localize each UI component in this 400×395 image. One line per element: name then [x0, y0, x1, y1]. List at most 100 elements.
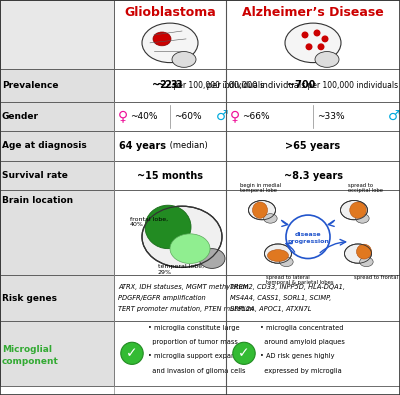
Bar — [226, 131, 400, 161]
Ellipse shape — [252, 202, 268, 218]
Bar — [114, 0, 226, 69]
Text: ♂: ♂ — [388, 109, 400, 123]
Text: begin in medial: begin in medial — [240, 183, 281, 188]
Bar — [114, 190, 226, 275]
Text: ~60%: ~60% — [174, 112, 202, 121]
Ellipse shape — [142, 23, 198, 62]
Ellipse shape — [340, 201, 368, 220]
Text: temporal lobe,: temporal lobe, — [158, 264, 204, 269]
Text: Glioblastoma: Glioblastoma — [124, 6, 216, 19]
Text: TERT promoter mutation, PTEN mutation: TERT promoter mutation, PTEN mutation — [118, 307, 254, 312]
Ellipse shape — [172, 52, 196, 68]
Text: ~2-3: ~2-3 — [152, 80, 178, 90]
Ellipse shape — [344, 244, 372, 263]
Bar — [114, 321, 226, 386]
Text: Risk genes: Risk genes — [2, 293, 57, 303]
Text: >65 years: >65 years — [286, 141, 340, 151]
Ellipse shape — [145, 205, 191, 248]
Text: spread to: spread to — [348, 183, 373, 188]
Text: 40%: 40% — [130, 222, 144, 228]
Text: temporal lobe: temporal lobe — [240, 188, 277, 193]
Bar — [226, 275, 400, 321]
Text: • microglia constitute large: • microglia constitute large — [148, 325, 240, 331]
Text: progression: progression — [287, 239, 329, 244]
Text: Gender: Gender — [2, 112, 39, 121]
Circle shape — [121, 342, 143, 364]
Text: per 100,000 individuals: per 100,000 individuals — [306, 81, 398, 90]
Text: expressed by microglia: expressed by microglia — [260, 368, 342, 374]
Text: temporal & parietal lobes: temporal & parietal lobes — [266, 280, 334, 285]
Ellipse shape — [264, 214, 277, 223]
Text: component: component — [2, 357, 59, 366]
Circle shape — [322, 36, 328, 42]
Bar — [0, 321, 114, 386]
Text: per 100,000 individuals: per 100,000 individuals — [204, 81, 306, 90]
Circle shape — [233, 342, 255, 364]
Text: Prevalence: Prevalence — [2, 81, 58, 90]
Bar — [0, 69, 114, 102]
Text: ♂: ♂ — [216, 109, 228, 123]
Text: proportion of tumor mass: proportion of tumor mass — [148, 339, 238, 345]
Text: ✓: ✓ — [126, 346, 138, 360]
Text: spread to lateral: spread to lateral — [266, 275, 310, 280]
Ellipse shape — [248, 201, 276, 220]
Ellipse shape — [199, 248, 225, 268]
Text: Age at diagnosis: Age at diagnosis — [2, 141, 87, 150]
Bar — [114, 275, 226, 321]
Text: ~15 months: ~15 months — [137, 171, 203, 181]
Text: ~700: ~700 — [287, 80, 315, 90]
Text: PDGFR/EGFR amplification: PDGFR/EGFR amplification — [118, 295, 206, 301]
Text: (median): (median) — [167, 141, 208, 150]
Text: Brain location: Brain location — [2, 196, 73, 205]
Bar — [114, 161, 226, 190]
Ellipse shape — [285, 23, 341, 62]
Text: ~8.3 years: ~8.3 years — [284, 171, 342, 181]
Bar — [226, 69, 400, 102]
Text: Microglial: Microglial — [2, 345, 52, 354]
Text: ~2-3: ~2-3 — [157, 80, 183, 90]
Ellipse shape — [315, 52, 339, 68]
Text: Alzheimer’s Disease: Alzheimer’s Disease — [242, 6, 384, 19]
Text: per 100,000 individuals: per 100,000 individuals — [171, 81, 264, 90]
Text: Survival rate: Survival rate — [2, 171, 68, 180]
Bar — [0, 190, 114, 275]
Ellipse shape — [264, 244, 292, 263]
Bar — [0, 275, 114, 321]
Bar — [114, 69, 226, 102]
Text: • AD risk genes highly: • AD risk genes highly — [260, 354, 334, 359]
Text: TREM2, CD33, INPP5D, HLA-DQA1,: TREM2, CD33, INPP5D, HLA-DQA1, — [230, 284, 345, 290]
Text: ♀: ♀ — [118, 109, 128, 123]
Bar — [226, 102, 400, 131]
Ellipse shape — [356, 244, 372, 259]
Ellipse shape — [356, 214, 369, 223]
Ellipse shape — [170, 234, 210, 263]
Bar — [0, 0, 114, 69]
Text: MS4A4, CASS1, SORL1, SCIMP,: MS4A4, CASS1, SORL1, SCIMP, — [230, 295, 331, 301]
Bar — [114, 131, 226, 161]
Circle shape — [306, 44, 312, 49]
Text: and invasion of glioma cells: and invasion of glioma cells — [148, 368, 246, 374]
Text: occipital lobe: occipital lobe — [348, 188, 383, 193]
Ellipse shape — [350, 202, 366, 218]
Ellipse shape — [142, 206, 222, 267]
Bar — [226, 190, 400, 275]
Text: 64 years: 64 years — [119, 141, 166, 151]
Bar — [226, 161, 400, 190]
Text: frontal lobe,: frontal lobe, — [130, 216, 168, 222]
Bar — [0, 102, 114, 131]
Text: ATRX, IDH statuses, MGMT methylation: ATRX, IDH statuses, MGMT methylation — [118, 284, 249, 290]
Circle shape — [318, 44, 324, 49]
Circle shape — [314, 30, 320, 36]
Text: disease: disease — [295, 232, 321, 237]
Bar — [226, 0, 400, 69]
Ellipse shape — [153, 32, 171, 46]
Ellipse shape — [280, 257, 293, 267]
Bar — [226, 321, 400, 386]
Text: ~66%: ~66% — [242, 112, 270, 121]
Text: around amyloid plaques: around amyloid plaques — [260, 339, 345, 345]
Text: • microglia concentrated: • microglia concentrated — [260, 325, 344, 331]
Text: 29%: 29% — [158, 270, 172, 275]
Ellipse shape — [268, 250, 288, 261]
Circle shape — [302, 32, 308, 38]
Text: SPPL2A, APOC1, ATXN7L: SPPL2A, APOC1, ATXN7L — [230, 307, 312, 312]
